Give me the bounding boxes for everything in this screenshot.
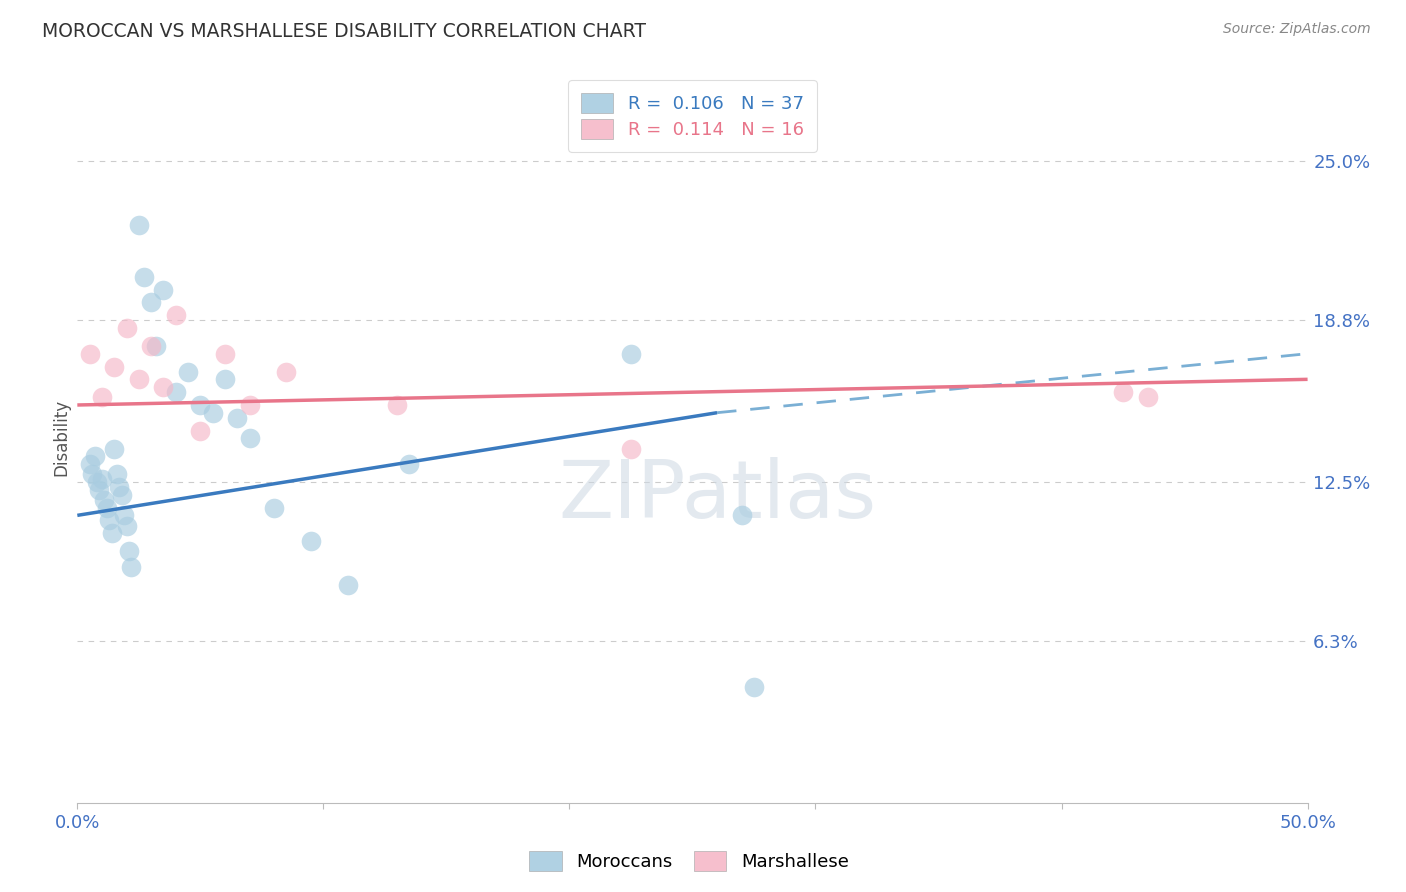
Point [239, 431, 262, 445]
Point [742, 681, 765, 695]
Text: MOROCCAN VS MARSHALLESE DISABILITY CORRELATION CHART: MOROCCAN VS MARSHALLESE DISABILITY CORRE… [42, 22, 647, 41]
Point [90, 390, 114, 404]
Point [128, 219, 150, 233]
Y-axis label: Disability: Disability [52, 399, 70, 475]
Point [165, 308, 187, 322]
Point [79, 346, 101, 360]
Point [118, 544, 141, 558]
Point [108, 480, 131, 494]
Point [398, 457, 420, 471]
Point [79, 457, 101, 471]
Point [152, 283, 174, 297]
Point [201, 406, 224, 420]
Point [620, 346, 643, 360]
Point [93, 492, 115, 507]
Text: Source: ZipAtlas.com: Source: ZipAtlas.com [1223, 22, 1371, 37]
Point [165, 385, 187, 400]
Point [152, 380, 174, 394]
Point [132, 269, 155, 284]
Point [263, 500, 285, 515]
Point [82, 467, 104, 482]
Point [214, 346, 236, 360]
Point [105, 467, 128, 482]
Legend: Moroccans, Marshallese: Moroccans, Marshallese [522, 844, 856, 879]
Point [111, 488, 134, 502]
Point [190, 424, 212, 438]
Point [1112, 385, 1135, 400]
Point [387, 398, 409, 412]
Point [620, 442, 643, 456]
Point [190, 398, 212, 412]
Point [101, 526, 124, 541]
Point [177, 365, 200, 379]
Point [90, 472, 114, 486]
Text: ZIPatlas: ZIPatlas [558, 457, 876, 534]
Point [103, 359, 125, 374]
Point [731, 508, 754, 523]
Legend: R =  0.106   N = 37, R =  0.114   N = 16: R = 0.106 N = 37, R = 0.114 N = 16 [568, 80, 817, 152]
Point [128, 372, 150, 386]
Point [121, 559, 143, 574]
Point [337, 577, 360, 591]
Point [1136, 390, 1159, 404]
Point [96, 500, 118, 515]
Point [103, 442, 125, 456]
Point [83, 450, 105, 464]
Point [115, 321, 138, 335]
Point [226, 410, 249, 425]
Point [145, 339, 167, 353]
Point [112, 508, 135, 523]
Point [214, 372, 236, 386]
Point [299, 534, 322, 549]
Point [276, 365, 298, 379]
Point [239, 398, 262, 412]
Point [98, 514, 121, 528]
Point [141, 295, 163, 310]
Point [141, 339, 163, 353]
Point [86, 475, 108, 489]
Point [115, 518, 138, 533]
Point [89, 483, 111, 497]
